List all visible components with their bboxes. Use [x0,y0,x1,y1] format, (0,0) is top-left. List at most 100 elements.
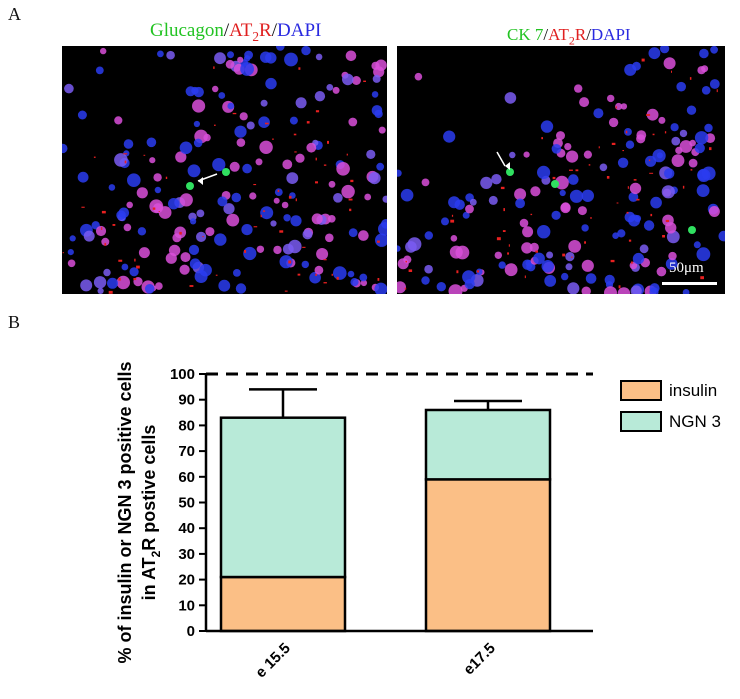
cell-nucleus [314,91,326,102]
cell-nucleus [560,202,571,214]
cell-nucleus [129,267,139,277]
marker-positive-cell [688,226,696,234]
at2r-signal [611,142,616,145]
at2r-signal [552,176,556,180]
cell-nucleus [226,213,240,227]
cell-nucleus [718,230,725,242]
cell-nucleus [345,50,357,62]
at2r-signal [295,198,297,202]
y-tick-label: 90 [178,392,195,409]
cell-nucleus [205,227,215,237]
left-micrograph-title: Glucagon/AT2R/DAPI [150,20,321,45]
cell-nucleus [646,108,659,121]
cell-nucleus [189,258,201,270]
cell-nucleus [64,83,74,94]
at2r-signal [626,211,629,214]
cell-nucleus [348,117,358,127]
cell-nucleus [301,46,311,56]
cell-nucleus [301,260,309,269]
at2r-signal [253,226,258,228]
at2r-signal [133,278,137,281]
at2r-signal [404,287,407,290]
cell-nucleus [157,50,164,58]
right-micrograph-cells [397,46,725,294]
panel-a-letter: A [8,4,21,24]
cell-nucleus [694,131,709,145]
at2r-signal [288,260,292,264]
cell-nucleus [540,120,554,133]
at2r-signal [665,219,669,222]
cell-nucleus [265,77,277,90]
at2r-signal [336,276,339,280]
cell-nucleus [289,116,298,125]
cell-nucleus [551,144,562,154]
cell-nucleus [368,172,381,185]
cell-nucleus [256,245,265,253]
at2r-signal [636,198,640,201]
y-tick-label: 0 [187,623,195,640]
cell-nucleus [704,123,713,133]
at2r-signal [408,269,413,272]
bar-segment-insulin [424,478,552,633]
title-part: R [259,20,272,41]
at2r-signal [535,250,538,253]
stacked-bar-chart: 0 10 20 30 40 50 60 70 80 90 100 e 15.5 e17.5 insulin… [115,361,721,681]
cell-nucleus [371,61,380,70]
cell-nucleus [227,102,235,110]
cell-nucleus [660,46,670,54]
cell-nucleus [138,247,150,259]
cell-nucleus [574,84,583,93]
at2r-signal [503,208,505,212]
at2r-signal [244,250,247,253]
cell-nucleus [555,175,569,190]
cell-nucleus [175,151,187,163]
cell-nucleus [608,117,619,128]
cell-nucleus [443,130,456,143]
cell-nucleus [661,185,675,199]
at2r-signal [124,160,127,164]
cell-nucleus [295,153,305,163]
at2r-signal [562,253,566,257]
cell-nucleus [239,112,248,121]
title-part: / [586,25,591,44]
cell-nucleus [679,129,688,138]
cell-nucleus [488,195,498,205]
y-tick-label: 20 [178,572,195,589]
cell-nucleus [360,279,368,287]
cell-nucleus [270,220,277,227]
at2r-signal [279,230,284,233]
cell-nucleus [617,287,631,294]
cell-nucleus [359,273,368,282]
at2r-signal [81,206,85,208]
cell-nucleus [212,85,219,93]
at2r-signal [450,219,455,223]
cell-nucleus [632,252,645,265]
at2r-signal [288,195,292,199]
cell-nucleus [696,247,711,262]
cell-nucleus [168,244,181,257]
at2r-signal [93,156,96,158]
cell-nucleus [519,218,529,228]
title-part: 2 [252,28,260,44]
title-part: 2 [568,33,575,48]
title-part: / [271,20,278,41]
at2r-signal [213,66,215,69]
cell-nucleus [229,161,240,172]
at2r-signal [584,241,586,244]
at2r-signal [350,179,354,183]
cell-nucleus [67,259,76,268]
cell-nucleus [462,211,470,219]
cell-nucleus [541,260,555,273]
at2r-signal [118,277,121,281]
at2r-signal [648,159,651,162]
cell-nucleus [214,52,226,65]
cell-nucleus [514,188,527,201]
cell-nucleus [624,63,637,76]
cell-nucleus [593,108,604,119]
legend-label: insulin [669,381,717,400]
at2r-signal [101,227,103,230]
at2r-signal [277,189,280,193]
cell-nucleus [664,168,675,179]
at2r-signal [298,67,301,70]
at2r-signal [541,137,543,140]
